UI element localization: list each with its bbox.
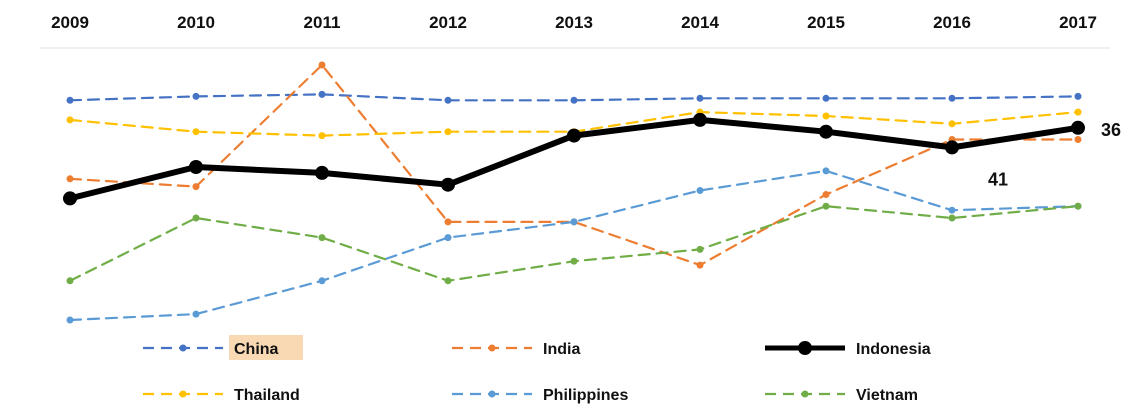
point-vietnam-2017 — [1074, 202, 1082, 210]
legend-marker-indonesia — [798, 341, 812, 355]
x-tick-2012: 2012 — [429, 13, 467, 32]
legend-label-indonesia: Indonesia — [856, 341, 931, 358]
data-label-indonesia-2016: 41 — [988, 169, 1008, 189]
legend-item-philippines: Philippines — [452, 387, 628, 404]
point-vietnam-2012 — [444, 277, 452, 285]
point-vietnam-2015 — [822, 202, 830, 210]
point-india-2009 — [66, 175, 74, 183]
point-china-2012 — [444, 96, 452, 104]
point-thailand-2009 — [66, 116, 74, 124]
series-china — [66, 90, 1082, 104]
point-philippines-2012 — [444, 234, 452, 242]
series-line-vietnam — [68, 205, 1080, 282]
point-indonesia-2014 — [693, 112, 707, 127]
point-indonesia-2010 — [189, 160, 203, 174]
point-india-2014 — [696, 261, 704, 269]
legend-highlight — [229, 335, 303, 360]
legend-label-china: China — [234, 341, 279, 358]
point-india-2012 — [444, 218, 452, 226]
x-tick-2013: 2013 — [555, 13, 593, 32]
point-china-2011 — [318, 90, 326, 98]
series-philippines — [66, 167, 1082, 324]
point-vietnam-2011 — [318, 234, 326, 242]
x-tick-2011: 2011 — [304, 13, 341, 32]
point-philippines-2010 — [192, 310, 200, 318]
point-indonesia-2012 — [441, 177, 455, 192]
point-thailand-2016 — [948, 120, 956, 128]
point-indonesia-2009 — [63, 191, 77, 206]
x-tick-2017: 2017 — [1059, 13, 1097, 32]
legend-item-thailand: Thailand — [143, 387, 300, 404]
legend-item-china: China — [143, 335, 303, 360]
x-axis-ticks: 2009 2010 2011 2012 2013 2014 2015 2016 2017 — [51, 13, 1097, 32]
legend-label-vietnam: Vietnam — [856, 387, 918, 404]
data-label-indonesia-2017: 36 — [1101, 120, 1121, 140]
point-thailand-2012 — [444, 128, 452, 136]
x-tick-2010: 2010 — [177, 13, 215, 32]
point-indonesia-2011 — [315, 165, 329, 180]
point-india-2011 — [318, 61, 326, 69]
series-vietnam — [66, 202, 1082, 285]
series-india — [66, 61, 1082, 269]
point-thailand-2017 — [1074, 108, 1082, 116]
point-vietnam-2016 — [948, 214, 956, 222]
legend-marker-china — [179, 344, 187, 352]
point-india-2015 — [822, 191, 830, 198]
legend-marker-philippines — [488, 390, 496, 398]
point-thailand-2010 — [192, 128, 200, 136]
series-indonesia — [63, 112, 1085, 206]
series-line-philippines — [68, 169, 1080, 322]
legend-marker-india — [488, 344, 496, 352]
point-india-2010 — [192, 183, 200, 191]
point-philippines-2016 — [948, 206, 956, 214]
legend-item-india: India — [452, 341, 580, 358]
point-philippines-2013 — [570, 218, 578, 226]
point-china-2014 — [696, 94, 704, 102]
legend-marker-thailand — [179, 390, 187, 398]
data-labels: 41 36 — [988, 120, 1121, 190]
point-india-2017 — [1074, 136, 1082, 143]
point-vietnam-2009 — [66, 277, 74, 285]
x-tick-2014: 2014 — [681, 13, 719, 32]
series-layer — [63, 61, 1085, 324]
point-china-2015 — [822, 94, 830, 102]
legend-label-thailand: Thailand — [234, 387, 300, 404]
series-line-india — [68, 63, 1080, 267]
point-china-2010 — [192, 92, 200, 100]
legend-label-india: India — [543, 341, 580, 358]
point-china-2009 — [66, 96, 74, 104]
point-philippines-2011 — [318, 277, 326, 285]
legend: China India Indonesia Thailand Philippines Vi… — [143, 335, 931, 404]
point-indonesia-2015 — [819, 124, 833, 139]
point-china-2017 — [1074, 92, 1082, 100]
point-china-2013 — [570, 96, 578, 104]
point-indonesia-2013 — [567, 128, 581, 143]
legend-marker-vietnam — [801, 390, 809, 398]
point-indonesia-2017 — [1071, 120, 1085, 135]
point-philippines-2015 — [822, 167, 830, 175]
point-china-2016 — [948, 94, 956, 102]
x-tick-2016: 2016 — [933, 13, 971, 32]
x-tick-2015: 2015 — [807, 13, 845, 32]
x-tick-2009: 2009 — [51, 13, 89, 32]
point-thailand-2011 — [318, 132, 326, 140]
point-vietnam-2013 — [570, 257, 578, 265]
point-vietnam-2010 — [192, 214, 200, 222]
point-indonesia-2016 — [945, 140, 959, 155]
legend-item-vietnam: Vietnam — [765, 387, 918, 404]
legend-label-philippines: Philippines — [543, 387, 628, 404]
point-thailand-2015 — [822, 112, 830, 120]
point-philippines-2009 — [66, 316, 74, 324]
point-vietnam-2014 — [696, 245, 704, 253]
legend-item-indonesia: Indonesia — [765, 341, 931, 358]
point-philippines-2014 — [696, 187, 704, 194]
